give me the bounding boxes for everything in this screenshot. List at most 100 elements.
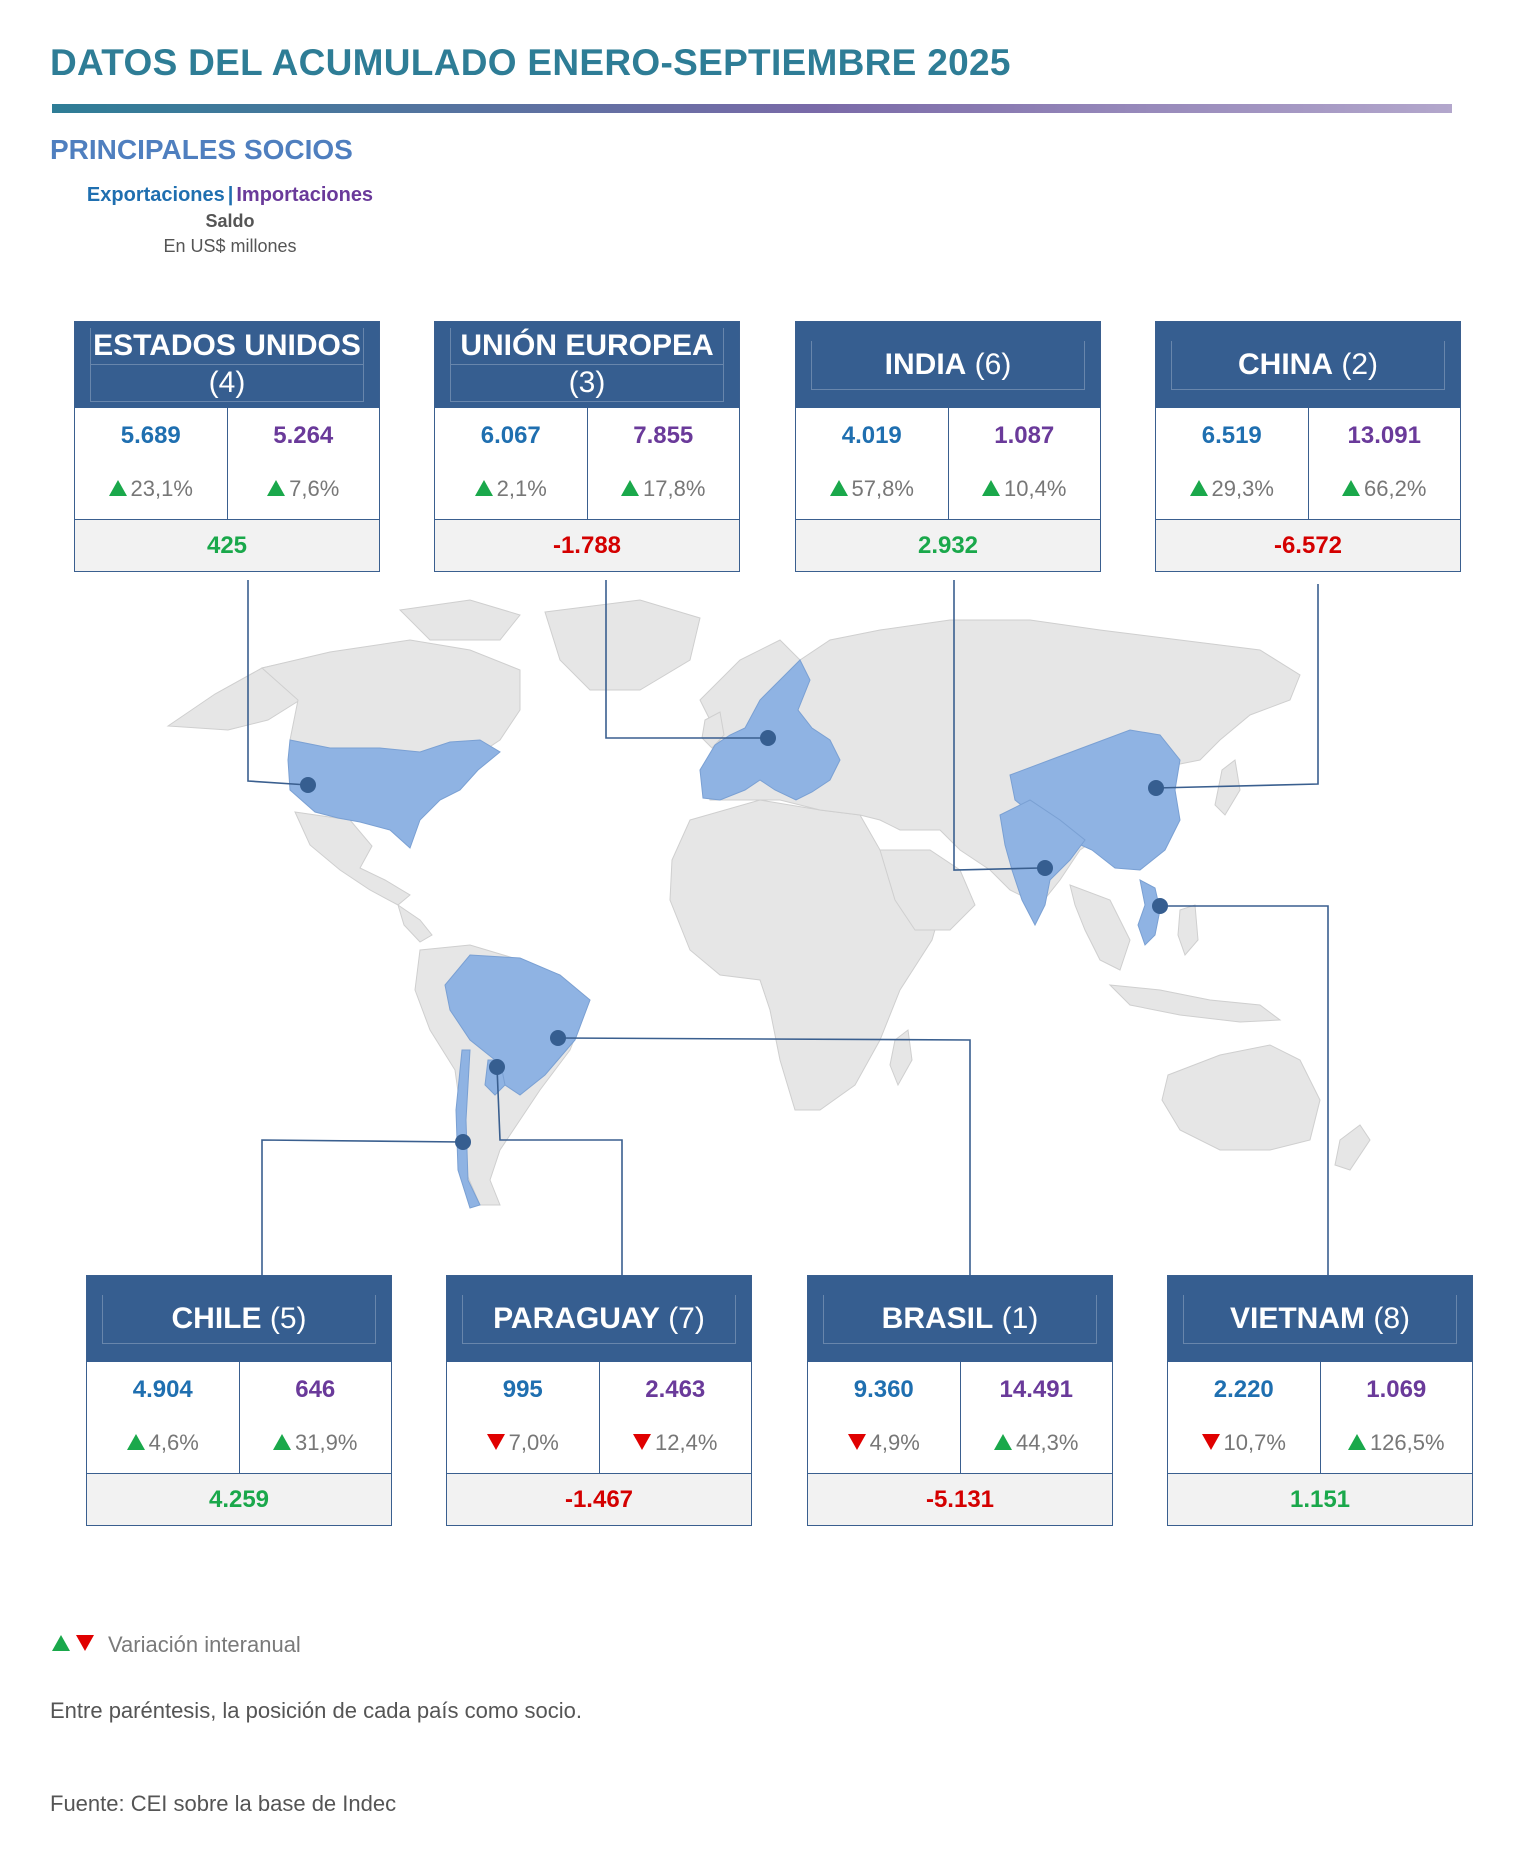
partner-card-china: CHINA (2) 6.519 29,3% 13.091 66,2% -6.57… (1155, 321, 1461, 572)
page-title: DATOS DEL ACUMULADO ENERO-SEPTIEMBRE 202… (50, 42, 1011, 83)
exports-variation: 4,6% (87, 1430, 239, 1456)
imports-cell: 13.091 66,2% (1307, 408, 1461, 519)
partner-name: PARAGUAY (493, 1301, 660, 1335)
exports-variation: 4,9% (808, 1430, 960, 1456)
balance-value: -5.131 (808, 1474, 1112, 1525)
exports-value: 5.689 (120, 422, 181, 449)
balance-value: -1.467 (447, 1474, 751, 1525)
flows-row: 4.904 4,6% 646 31,9% (87, 1362, 391, 1474)
down-triangle-icon (76, 1635, 94, 1651)
imports-variation-text: 44,3% (1016, 1430, 1079, 1455)
exports-cell: 9.360 4,9% (808, 1362, 960, 1473)
country-vietnam (1137, 879, 1161, 946)
exports-cell: 6.519 29,3% (1156, 408, 1308, 519)
partner-rank: (6) (974, 347, 1012, 381)
partner-card-union-europea: UNIÓN EUROPEA (3) 6.067 2,1% 7.855 17,8% … (434, 321, 740, 572)
variation-arrow-icon (108, 480, 127, 497)
flows-row: 995 7,0% 2.463 12,4% (447, 1362, 751, 1474)
connector-chile (261, 1139, 464, 1278)
title-divider (52, 104, 1452, 113)
imports-cell: 2.463 12,4% (598, 1362, 752, 1473)
exports-cell: 995 7,0% (447, 1362, 599, 1473)
partner-rank: (8) (1373, 1301, 1410, 1335)
partner-rank: (4) (208, 366, 246, 399)
exports-variation: 7,0% (447, 1430, 599, 1456)
imports-value: 1.069 (1366, 1376, 1427, 1403)
imports-variation-text: 66,2% (1364, 476, 1427, 501)
partner-card-chile: CHILE (5) 4.904 4,6% 646 31,9% 4.259 (86, 1275, 392, 1526)
balance-value: 4.259 (87, 1474, 391, 1525)
land-philippines (1177, 904, 1199, 956)
exports-value: 4.019 (841, 422, 902, 449)
partner-header: CHINA (2) (1156, 322, 1460, 408)
variation-arrow-icon (1347, 1434, 1366, 1451)
partner-card-india: INDIA (6) 4.019 57,8% 1.087 10,4% 2.932 (795, 321, 1101, 572)
flows-row: 9.360 4,9% 14.491 44,3% (808, 1362, 1112, 1474)
partner-header: VIETNAM (8) (1168, 1276, 1472, 1362)
partner-name: ESTADOS UNIDOS (91, 328, 363, 365)
partner-name: VIETNAM (1229, 1301, 1365, 1335)
partner-header: BRASIL (1) (808, 1276, 1112, 1362)
imports-variation: 31,9% (240, 1430, 392, 1456)
exports-variation-text: 29,3% (1211, 476, 1274, 501)
variation-arrow-icon (994, 1434, 1013, 1451)
marker-brasil (550, 1030, 566, 1046)
country-brasil (444, 954, 591, 1096)
partner-name: UNIÓN EUROPEA (451, 328, 723, 365)
exports-variation-text: 4,9% (869, 1430, 920, 1455)
exports-value: 2.220 (1213, 1376, 1274, 1403)
imports-value: 13.091 (1347, 422, 1421, 449)
land-greenland (544, 599, 701, 691)
marker-india (1037, 860, 1053, 876)
land-madagascar (889, 1029, 913, 1087)
partner-rank: (2) (1341, 347, 1378, 381)
connector-union-europea (605, 580, 768, 739)
variation-legend: Variación interanual (52, 1632, 301, 1658)
imports-cell: 14.491 44,3% (959, 1362, 1113, 1473)
flows-row: 2.220 10,7% 1.069 126,5% (1168, 1362, 1472, 1474)
imports-value: 1.087 (994, 422, 1055, 449)
marker-chile (455, 1134, 471, 1150)
exports-value: 6.067 (480, 422, 541, 449)
exports-value: 4.904 (132, 1376, 193, 1403)
land-mexico (294, 811, 411, 906)
partner-card-paraguay: PARAGUAY (7) 995 7,0% 2.463 12,4% -1.467 (446, 1275, 752, 1526)
partner-name: INDIA (884, 347, 967, 381)
variation-arrow-icon (474, 480, 493, 497)
exports-variation-text: 2,1% (496, 476, 547, 501)
flows-row: 6.519 29,3% 13.091 66,2% (1156, 408, 1460, 520)
region-european-union (699, 659, 841, 801)
imports-variation-text: 31,9% (295, 1430, 358, 1455)
balance-value: 1.151 (1168, 1474, 1472, 1525)
exports-variation: 29,3% (1156, 476, 1308, 502)
imports-value: 7.855 (633, 422, 694, 449)
partner-card-vietnam: VIETNAM (8) 2.220 10,7% 1.069 126,5% 1.1… (1167, 1275, 1473, 1526)
exports-variation-text: 7,0% (508, 1430, 559, 1455)
legend-flows: Exportaciones | Importaciones (50, 184, 410, 207)
connector-india (953, 580, 1041, 871)
exports-cell: 2.220 10,7% (1168, 1362, 1320, 1473)
land-japan (1214, 759, 1241, 816)
balance-value: -6.572 (1156, 520, 1460, 571)
variation-arrow-icon (829, 480, 848, 497)
balance-value: 425 (75, 520, 379, 571)
exports-variation: 10,7% (1168, 1430, 1320, 1456)
balance-value: 2.932 (796, 520, 1100, 571)
legend-balance: Saldo (205, 211, 255, 231)
connector-china (1155, 584, 1319, 789)
partner-header: INDIA (6) (796, 322, 1100, 408)
legend-separator: | (227, 184, 234, 206)
variation-arrow-icon (273, 1434, 292, 1451)
exports-variation: 23,1% (75, 476, 227, 502)
variation-arrow-icon (267, 480, 286, 497)
variation-arrow-icon (847, 1434, 866, 1451)
land-arctic-islands (398, 599, 521, 641)
exports-variation-text: 57,8% (851, 476, 914, 501)
imports-cell: 5.264 7,6% (226, 408, 380, 519)
variation-arrow-icon (1189, 480, 1208, 497)
imports-cell: 7.855 17,8% (586, 408, 740, 519)
connector-paraguay (496, 1066, 623, 1278)
land-arabia (879, 849, 976, 931)
exports-variation: 2,1% (435, 476, 587, 502)
